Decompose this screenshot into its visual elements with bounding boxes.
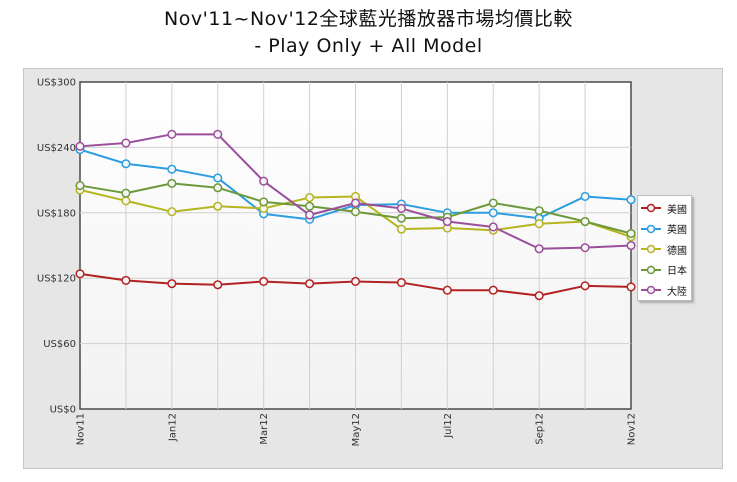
series-3-point-4: [259, 197, 269, 207]
series-3-point-7: [396, 213, 406, 223]
legend-label: 大陸: [667, 286, 687, 298]
legend-marker-icon: [641, 265, 661, 274]
legend-label: 德國: [667, 245, 687, 257]
chart-subtitle: - Play Only + All Model: [254, 35, 483, 57]
series-1-point-3: [213, 173, 223, 183]
series-group: [75, 129, 636, 301]
x-tick-label-10: Sep12: [535, 413, 546, 445]
series-0-point-5: [305, 279, 315, 289]
series-4-point-8: [442, 216, 452, 227]
series-3-point-9: [488, 198, 498, 208]
chart-title: Nov'11~Nov'12全球藍光播放器市場均價比較: [164, 8, 573, 30]
series-4-point-0: [75, 141, 85, 151]
x-axis: Nov11 Jan12 Mar12 May12 Jul12 Sep12 Nov12: [76, 413, 638, 446]
series-4-point-9: [488, 222, 498, 232]
series-4-point-4: [259, 176, 269, 186]
y-tick-label-2: US$120: [37, 274, 76, 285]
series-3-point-6: [350, 207, 361, 217]
legend-marker-icon: [641, 244, 661, 254]
x-tick-label-8: Jul12: [443, 413, 454, 439]
legend-item-2: 德國: [641, 241, 687, 257]
series-3-point-2: [167, 178, 177, 188]
series-3-point-5: [305, 201, 315, 211]
legend-item-1: 英國: [641, 221, 687, 237]
legend: 美國英國德國日本大陸: [637, 195, 692, 301]
x-tick-label-2: Jan12: [167, 413, 178, 442]
series-2-point-1: [121, 196, 131, 206]
series-2-point-5: [305, 192, 315, 203]
y-axis: US$0 US$60 US$120 US$180 US$240 US$300: [37, 78, 76, 416]
series-0-point-6: [350, 276, 361, 287]
series-2-point-2: [167, 207, 177, 217]
series-4-point-11: [580, 243, 590, 253]
x-tick-label-6: May12: [351, 413, 362, 446]
y-tick-label-5: US$300: [37, 78, 76, 89]
series-0-point-12: [626, 282, 636, 292]
series-3-point-11: [580, 216, 590, 227]
y-tick-label-4: US$240: [37, 143, 76, 154]
series-4-point-3: [213, 129, 223, 139]
legend-item-0: 美國: [641, 200, 687, 216]
series-1-point-12: [626, 195, 636, 205]
legend-marker-icon: [641, 203, 661, 213]
y-tick-label-0: US$0: [50, 405, 76, 416]
series-3-point-12: [626, 228, 636, 239]
series-0-point-4: [259, 276, 269, 287]
series-1-point-2: [167, 164, 177, 174]
legend-marker-icon: [641, 285, 661, 295]
series-4-point-2: [167, 129, 177, 139]
series-0-point-8: [442, 285, 452, 295]
series-4-point-5: [305, 210, 315, 220]
x-tick-label-12: Nov12: [627, 413, 638, 445]
series-4-point-12: [626, 240, 636, 251]
series-3-point-10: [534, 206, 544, 216]
series-0-point-10: [534, 291, 544, 301]
series-2-point-7: [396, 224, 406, 234]
series-3-point-3: [213, 183, 223, 193]
series-3-point-0: [75, 181, 85, 191]
series-0-point-7: [396, 278, 406, 288]
legend-item-4: 大陸: [641, 282, 687, 298]
series-1-point-11: [580, 191, 590, 201]
chart-title-block: Nov'11~Nov'12全球藍光播放器市場均價比較 - Play Only +…: [0, 6, 737, 60]
legend-label: 日本: [667, 266, 687, 277]
legend-label: 英國: [667, 225, 687, 236]
series-0-point-11: [580, 281, 590, 291]
series-3-point-1: [121, 188, 131, 198]
series-4-point-7: [396, 203, 406, 213]
series-2-point-3: [213, 201, 223, 211]
series-0-point-2: [167, 279, 177, 289]
legend-marker-icon: [641, 224, 661, 233]
y-tick-label-1: US$60: [43, 339, 76, 350]
series-0-point-1: [121, 275, 131, 285]
legend-label: 美國: [667, 204, 687, 216]
series-2-point-10: [534, 219, 544, 229]
series-0-point-0: [75, 269, 85, 279]
series-4-point-1: [121, 138, 131, 148]
series-1-point-9: [488, 208, 498, 218]
series-0-point-3: [213, 280, 223, 290]
series-1-point-1: [121, 159, 131, 169]
y-tick-label-3: US$180: [37, 208, 76, 219]
series-4-point-10: [534, 244, 544, 254]
series-4-point-6: [350, 198, 361, 208]
x-tick-label-4: Mar12: [259, 413, 270, 445]
legend-item-3: 日本: [641, 262, 687, 278]
x-tick-label-0: Nov11: [76, 413, 87, 445]
series-0-point-9: [488, 285, 498, 295]
